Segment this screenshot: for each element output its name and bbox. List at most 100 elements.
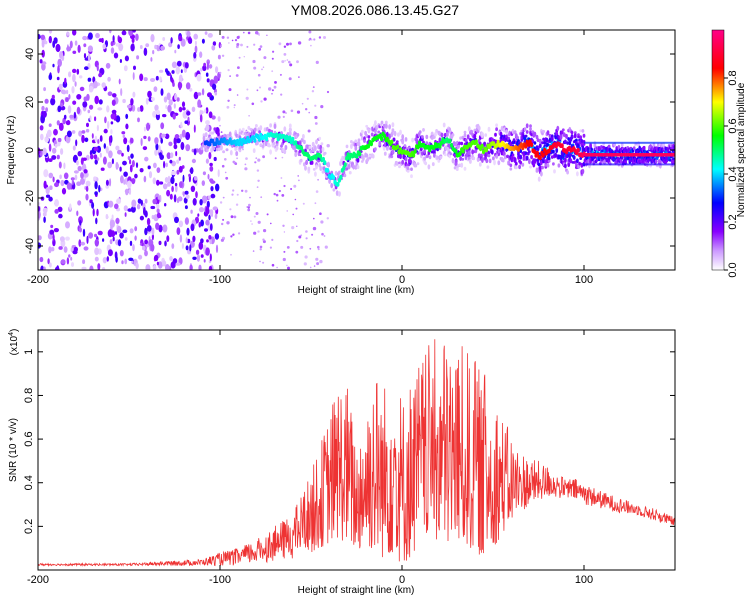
ridge-point (238, 137, 242, 143)
noise-speck (144, 198, 148, 204)
noise-speck (165, 162, 169, 168)
noise-speck (94, 159, 98, 165)
noise-speck (94, 181, 98, 190)
signal-halo (538, 143, 542, 148)
noise-speck (102, 156, 107, 165)
noise-speck (209, 209, 214, 216)
noise-speck (66, 46, 72, 52)
signal-halo (453, 166, 457, 170)
noise-speck (174, 93, 178, 101)
noise-speck (210, 186, 214, 192)
noise-speck (228, 42, 230, 44)
signal-halo (228, 131, 232, 138)
noise-speck (56, 154, 60, 160)
noise-speck (225, 148, 229, 152)
noise-speck (91, 133, 94, 139)
noise-speck (108, 135, 112, 143)
noise-speck (165, 264, 170, 270)
signal-halo (335, 190, 339, 196)
ridge-point (538, 155, 542, 161)
noise-speck (134, 235, 137, 241)
noise-speck (118, 43, 124, 52)
noise-speck (63, 172, 69, 180)
noise-speck (76, 106, 81, 115)
noise-speck (247, 208, 251, 212)
noise-speck (71, 86, 75, 94)
noise-speck (184, 190, 189, 195)
noise-speck (162, 183, 168, 190)
noise-speck (176, 159, 180, 164)
noise-speck (278, 189, 281, 193)
noise-speck (45, 107, 48, 112)
noise-speck (65, 236, 70, 241)
noise-speck (168, 99, 173, 106)
noise-speck (145, 97, 149, 105)
noise-speck (310, 44, 312, 47)
noise-speck (83, 246, 89, 251)
noise-speck (107, 121, 110, 129)
noise-speck (305, 230, 308, 233)
noise-speck (74, 40, 78, 46)
noise-speck (170, 176, 175, 185)
noise-speck (205, 72, 209, 77)
noise-speck (129, 164, 133, 173)
noise-speck (52, 233, 55, 242)
noise-speck (116, 198, 122, 205)
noise-speck (116, 225, 122, 233)
noise-speck (197, 92, 202, 96)
noise-speck (41, 49, 45, 58)
signal-halo (484, 152, 488, 158)
colorbar-tick-label: 0.8 (727, 70, 739, 85)
noise-speck (184, 217, 189, 225)
noise-speck (156, 261, 159, 266)
noise-speck (105, 62, 111, 69)
noise-speck (169, 256, 173, 262)
noise-speck (262, 238, 265, 241)
signal-halo (311, 149, 315, 153)
noise-speck (160, 45, 166, 51)
signal-halo (401, 159, 405, 165)
noise-speck (157, 195, 160, 200)
signal-halo (422, 127, 425, 132)
signal-halo (505, 134, 508, 139)
noise-speck (124, 212, 127, 217)
signal-halo (427, 164, 431, 170)
noise-speck (105, 214, 109, 220)
signal-halo (509, 141, 513, 147)
signal-halo (538, 138, 542, 144)
signal-halo (368, 154, 372, 158)
signal-halo (472, 150, 476, 154)
noise-speck (112, 35, 115, 43)
signal-halo (601, 149, 604, 153)
signal-halo (509, 163, 513, 168)
ridge-point (336, 182, 340, 187)
signal-halo (478, 162, 482, 167)
noise-speck (275, 193, 279, 197)
noise-speck (99, 152, 102, 158)
signal-halo (535, 134, 539, 140)
signal-halo (391, 128, 395, 133)
noise-speck (143, 47, 148, 56)
signal-halo (288, 131, 292, 136)
colorbar-tick-label: 0.6 (727, 118, 739, 133)
noise-speck (123, 65, 128, 72)
noise-speck (57, 206, 63, 212)
noise-speck (154, 254, 159, 262)
signal-halo (559, 134, 563, 140)
noise-speck (212, 206, 218, 211)
noise-speck (198, 222, 202, 228)
noise-speck (171, 170, 177, 176)
noise-speck (234, 39, 238, 42)
noise-speck (124, 55, 129, 62)
noise-speck (97, 263, 101, 270)
noise-speck (185, 245, 189, 251)
noise-speck (115, 255, 118, 263)
noise-speck (93, 154, 98, 160)
noise-speck (314, 122, 318, 125)
ridge-point (294, 140, 298, 146)
noise-speck (38, 206, 41, 212)
noise-speck (120, 88, 123, 97)
noise-speck (255, 212, 259, 215)
signal-halo (497, 160, 501, 166)
